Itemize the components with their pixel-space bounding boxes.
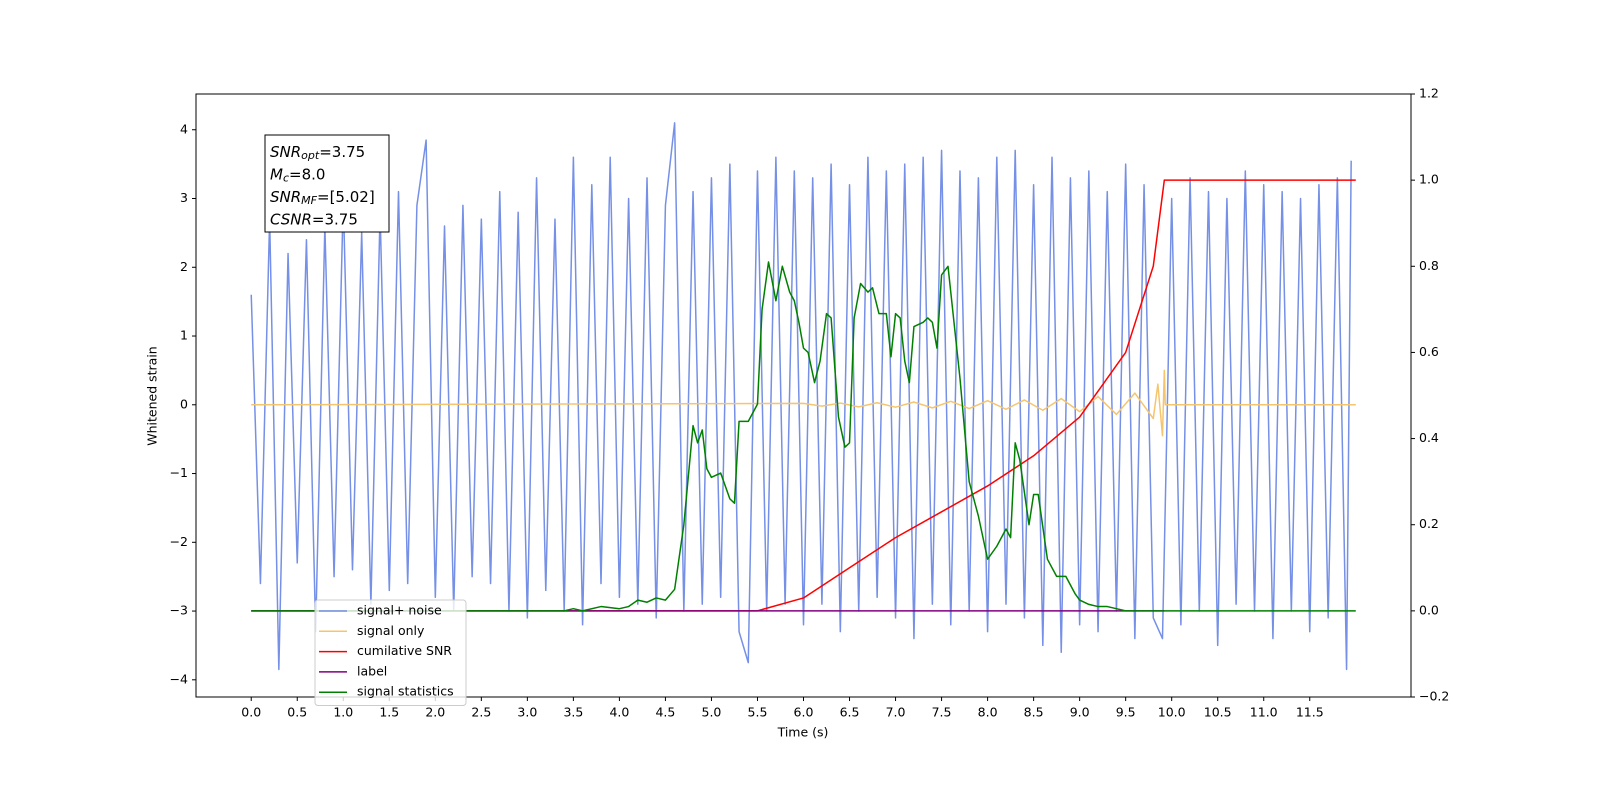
series-line [250, 122, 1352, 671]
annotation-main: SNR [270, 143, 301, 161]
y-tick-label: −3 [170, 603, 188, 618]
x-tick-label: 6.0 [794, 705, 814, 720]
x-tick-label: 2.0 [425, 705, 445, 720]
y2-tick-label: 0.0 [1419, 602, 1439, 617]
y-axis-label: Whitened strain [145, 346, 160, 445]
x-tick-label: 3.0 [517, 705, 537, 720]
series-line [251, 261, 1356, 612]
x-tick-label: 3.5 [563, 705, 583, 720]
x-tick-label: 7.5 [932, 705, 952, 720]
annotation-sub: MF [301, 194, 317, 207]
annotation-main: SNR [270, 188, 301, 206]
annotation-main: M [270, 165, 283, 183]
x-tick-label: 1.5 [379, 705, 399, 720]
y-tick-label: 4 [180, 121, 188, 136]
x-tick-label: 4.5 [655, 705, 675, 720]
data-layer [250, 122, 1356, 671]
legend: signal+ noise signal only cumilative SNR la… [314, 599, 467, 706]
annotation-sub: opt [301, 149, 320, 162]
y-tick-label: −2 [170, 534, 188, 549]
annotation-text: Mc=8.0 [270, 165, 325, 185]
y2-tick-label: −0.2 [1419, 689, 1449, 704]
legend-label: signal only [357, 623, 425, 638]
annotation-text: SNRMF=[5.02] [270, 188, 375, 208]
annotation-text: CSNR=3.75 [270, 210, 358, 228]
x-tick-label: 0.5 [287, 705, 307, 720]
legend-label: signal+ noise [357, 603, 442, 618]
x-tick-label: 11.0 [1250, 705, 1278, 720]
annotation-text: SNRopt=3.75 [270, 143, 365, 163]
x-tick-label: 2.5 [471, 705, 491, 720]
y2-tick-label: 1.0 [1419, 172, 1439, 187]
x-tick-label: 8.0 [978, 705, 998, 720]
x-tick-label: 1.0 [333, 705, 353, 720]
series-line [251, 369, 1356, 437]
y2-tick-label: 0.6 [1419, 344, 1439, 359]
series-line [251, 179, 1356, 612]
legend-box [314, 599, 467, 706]
x-tick-label: 6.5 [840, 705, 860, 720]
y-tick-label: 0 [180, 396, 188, 411]
x-tick-label: 9.5 [1116, 705, 1136, 720]
legend-label: label [357, 663, 387, 678]
annotation-rest: =[5.02] [317, 188, 375, 206]
x-tick-label: 5.5 [748, 705, 768, 720]
x-tick-label: 7.0 [886, 705, 906, 720]
x-axis-label: Time (s) [777, 725, 829, 740]
annotation-box [264, 134, 390, 233]
y-tick-label: 2 [180, 259, 188, 274]
x-tick-label: 10.5 [1204, 705, 1232, 720]
y2-tick-label: 0.8 [1419, 258, 1439, 273]
y-tick-label: −1 [170, 465, 188, 480]
x-tick-label: 10.0 [1158, 705, 1186, 720]
annotation-sub: c [283, 172, 289, 185]
annotation-rest: =8.0 [289, 165, 325, 183]
legend-label: signal statistics [357, 684, 454, 699]
x-tick-label: 0.0 [241, 705, 261, 720]
x-tick-label: 8.5 [1024, 705, 1044, 720]
y-tick-label: −4 [170, 671, 188, 686]
y2-tick-label: 0.4 [1419, 430, 1439, 445]
x-tick-label: 4.0 [609, 705, 629, 720]
annotation-main: CSNR [270, 210, 312, 228]
y-tick-label: 1 [180, 328, 188, 343]
legend-label: cumilative SNR [357, 643, 452, 658]
annotation-rest: =3.75 [319, 143, 365, 161]
annotation-rest: =3.75 [312, 210, 358, 228]
y2-tick-label: 1.2 [1419, 86, 1439, 101]
y-tick-label: 3 [180, 190, 188, 205]
y2-tick-label: 0.2 [1419, 516, 1439, 531]
x-tick-label: 9.0 [1070, 705, 1090, 720]
x-tick-label: 5.0 [702, 705, 722, 720]
x-tick-label: 11.5 [1296, 705, 1324, 720]
